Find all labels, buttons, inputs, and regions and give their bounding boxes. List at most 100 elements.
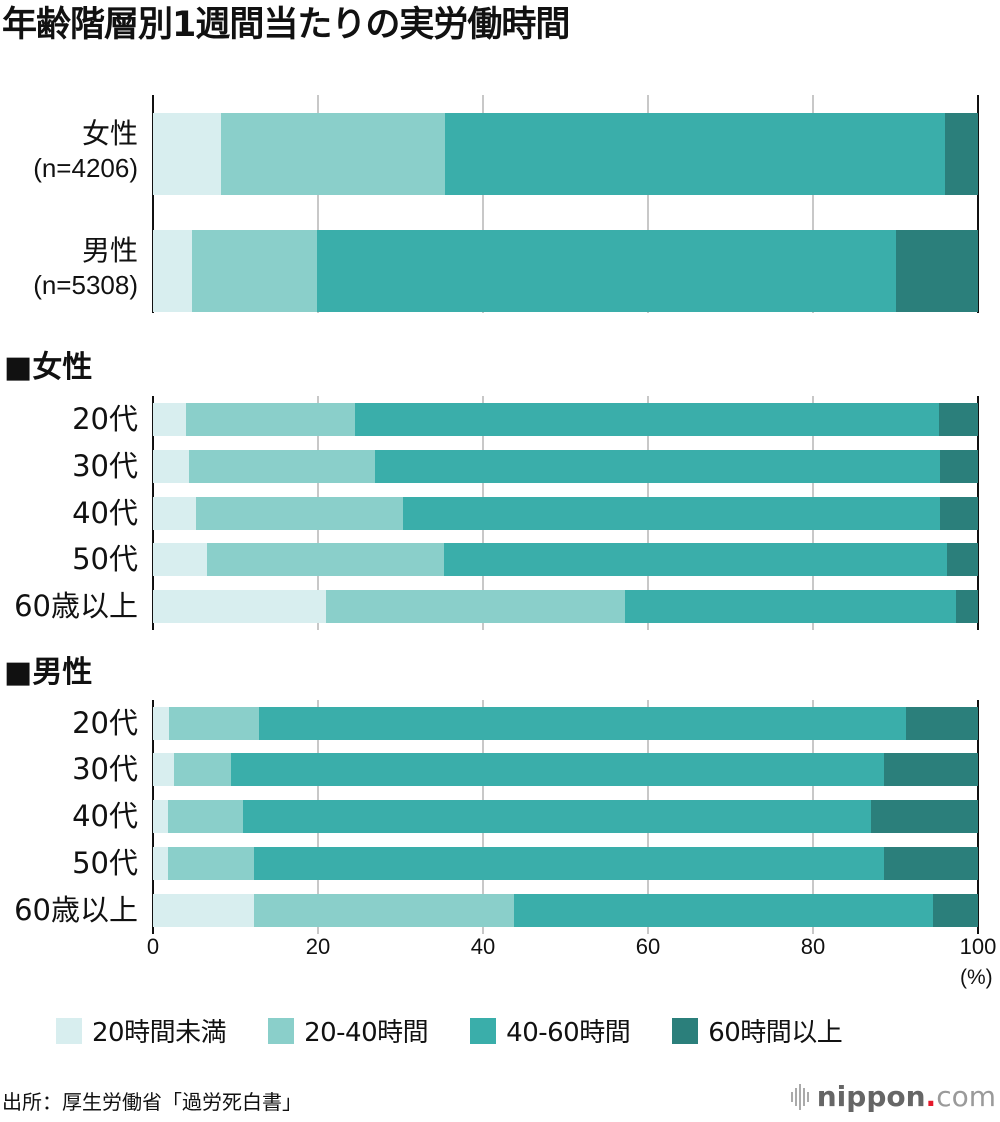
bar-segment xyxy=(906,707,978,740)
section-heading-male: ■男性 xyxy=(4,655,93,690)
category-label: 60歳以上 xyxy=(14,893,138,927)
legend-item-over-60h: 60時間以上 xyxy=(672,1012,843,1049)
bar-segment xyxy=(402,497,941,530)
category-label: 20代 xyxy=(72,706,138,740)
logo-name: nippon xyxy=(816,1080,926,1113)
legend-label: 40-60時間 xyxy=(506,1018,631,1048)
label-text: 男性 xyxy=(81,234,138,267)
bar-segment xyxy=(174,753,232,786)
stacked-bar xyxy=(153,403,978,436)
stacked-bar xyxy=(153,543,978,576)
legend-label: 60時間以上 xyxy=(708,1018,843,1048)
bar-segment xyxy=(944,113,978,195)
bar-segment xyxy=(939,403,978,436)
bar-segment xyxy=(191,230,318,312)
category-label: 40代 xyxy=(72,496,138,530)
stacked-bar xyxy=(153,753,978,786)
bar-segment xyxy=(258,707,907,740)
stacked-bar xyxy=(153,894,978,927)
chart-title: 年齢階層別1週間当たりの実労働時間 xyxy=(2,5,570,45)
section-heading-female: ■女性 xyxy=(4,350,93,385)
bar-segment xyxy=(167,847,255,880)
bar-segment xyxy=(153,113,222,195)
gridline xyxy=(317,95,319,313)
bar-segment xyxy=(231,753,884,786)
x-tick-label: 0 xyxy=(146,934,160,959)
axis-line xyxy=(977,95,979,313)
legend-item-under-20h: 20時間未満 xyxy=(56,1012,227,1049)
source-note: 出所：厚生労働省「過労死白書」 xyxy=(2,1090,302,1114)
stacked-bar xyxy=(153,707,978,740)
stacked-bar xyxy=(153,450,978,483)
x-tick-label: 100 xyxy=(959,934,997,959)
bar-segment xyxy=(317,230,897,312)
legend-label: 20時間未満 xyxy=(92,1018,227,1048)
category-label: 40代 xyxy=(72,799,138,833)
category-label: 60歳以上 xyxy=(14,589,138,623)
x-tick-label: 40 xyxy=(470,934,496,959)
bar-segment xyxy=(946,543,978,576)
legend-item-40-60h: 40-60時間 xyxy=(470,1012,631,1049)
bar-segment xyxy=(186,403,356,436)
category-label: 50代 xyxy=(72,846,138,880)
bar-segment xyxy=(167,800,243,833)
gridline xyxy=(647,95,649,313)
bar-segment xyxy=(883,753,978,786)
bar-segment xyxy=(870,800,978,833)
bar-segment xyxy=(153,543,207,576)
stacked-bar xyxy=(153,847,978,880)
legend-item-20-40h: 20-40時間 xyxy=(268,1012,429,1049)
bar-segment xyxy=(624,590,956,623)
stacked-bar xyxy=(153,497,978,530)
bar-segment xyxy=(195,497,403,530)
bar-segment xyxy=(153,497,196,530)
bar-segment xyxy=(940,497,978,530)
bar-segment xyxy=(254,894,515,927)
legend-label: 20-40時間 xyxy=(304,1018,429,1048)
category-label: 50代 xyxy=(72,542,138,576)
nippon-logo: nippon.com xyxy=(790,1080,996,1113)
bar-segment xyxy=(153,707,169,740)
logo-dot: . xyxy=(925,1080,937,1113)
legend-swatch xyxy=(56,1017,82,1044)
label-text: 女性 xyxy=(81,117,138,150)
bar-segment xyxy=(153,590,327,623)
bar-segment xyxy=(326,590,625,623)
legend-swatch xyxy=(470,1017,497,1044)
logo-sound-bars-icon xyxy=(790,1083,809,1110)
x-axis-unit: (%) xyxy=(960,966,993,989)
bar-segment xyxy=(955,590,978,623)
bar-segment xyxy=(221,113,446,195)
axis-line xyxy=(977,700,979,934)
x-tick-label: 20 xyxy=(305,934,331,959)
bar-segment xyxy=(153,753,175,786)
logo-text: nippon.com xyxy=(817,1080,996,1113)
bar-segment xyxy=(206,543,445,576)
category-label: 20代 xyxy=(72,402,138,436)
stacked-bar xyxy=(153,800,978,833)
category-label: 30代 xyxy=(72,752,138,786)
gridline xyxy=(482,95,484,313)
bar-segment xyxy=(355,403,940,436)
stacked-bar xyxy=(153,590,978,623)
bar-segment xyxy=(168,707,259,740)
x-tick-label: 80 xyxy=(800,934,826,959)
logo-suffix: com xyxy=(936,1080,996,1113)
bar-segment xyxy=(153,450,190,483)
bar-segment xyxy=(153,230,192,312)
bar-segment xyxy=(444,543,947,576)
category-label-male-total: 男性 (n=5308) xyxy=(33,234,138,302)
bar-segment xyxy=(153,847,168,880)
legend: 20時間未満 20-40時間 40-60時間 60時間以上 xyxy=(56,1012,884,1049)
bar-segment xyxy=(940,450,978,483)
x-tick-label: 60 xyxy=(635,934,661,959)
bar-segment xyxy=(374,450,941,483)
bar-segment xyxy=(896,230,978,312)
bar-segment xyxy=(189,450,375,483)
bar-segment xyxy=(242,800,871,833)
stacked-bar xyxy=(153,230,978,312)
bar-segment xyxy=(153,800,168,833)
bar-segment xyxy=(153,403,186,436)
stacked-bar xyxy=(153,113,978,195)
